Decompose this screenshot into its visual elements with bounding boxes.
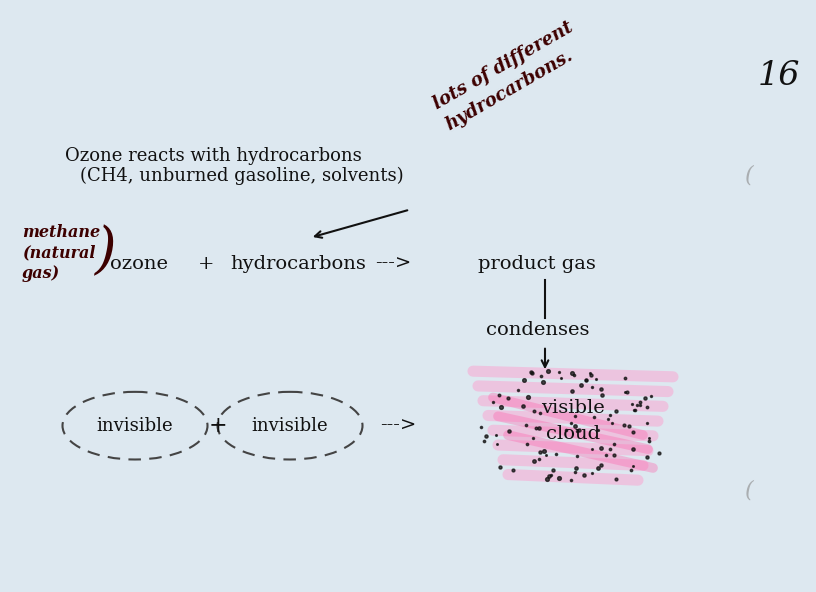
Text: +: + [209,414,228,437]
Text: methane
(natural
gas): methane (natural gas) [22,224,100,282]
Text: invisible: invisible [251,417,328,435]
Text: (: ( [745,165,754,186]
Text: --->: ---> [375,255,411,273]
Text: ): ) [95,224,117,279]
Text: Ozone reacts with hydrocarbons: Ozone reacts with hydrocarbons [65,147,361,165]
Text: +: + [198,255,215,273]
Text: (: ( [745,479,754,501]
Text: product gas: product gas [478,255,596,273]
Text: (CH4, unburned gasoline, solvents): (CH4, unburned gasoline, solvents) [80,167,404,185]
Text: visible
cloud: visible cloud [541,399,605,443]
Text: lots of different
hydrocarbons.: lots of different hydrocarbons. [430,18,589,134]
Text: 16: 16 [758,60,800,92]
Text: --->: ---> [380,417,416,435]
Text: invisible: invisible [96,417,173,435]
Text: ozone: ozone [110,255,168,273]
Text: hydrocarbons: hydrocarbons [230,255,366,273]
Text: condenses: condenses [486,320,589,339]
